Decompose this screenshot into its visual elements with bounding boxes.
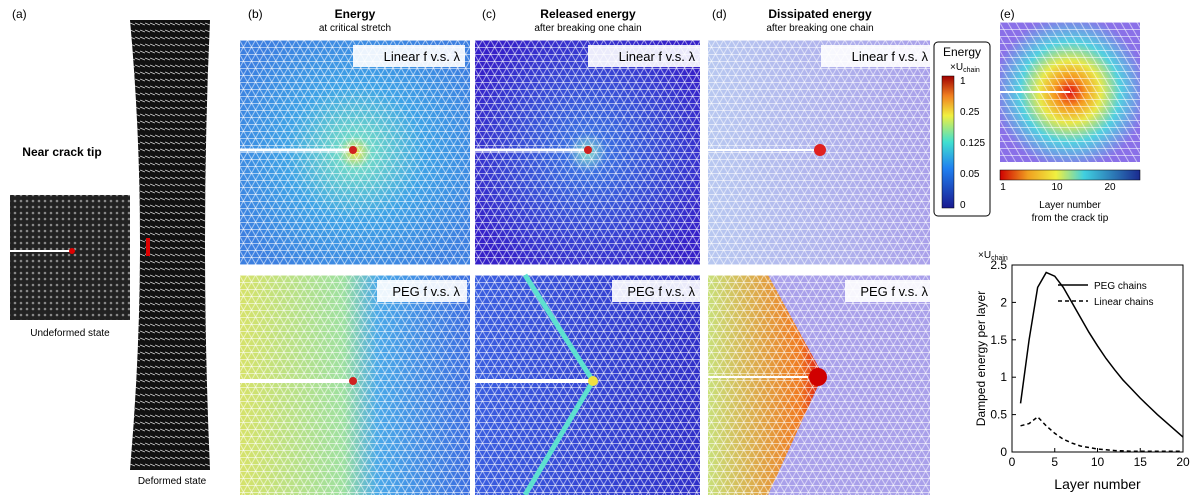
colorbar (942, 76, 954, 208)
panel-label: (e) (1000, 7, 1015, 21)
unit: ×U (950, 62, 963, 73)
panel-label: (a) (12, 7, 27, 21)
colorbar-tick-label: 0.125 (960, 138, 985, 149)
y-tick-label: 1.5 (990, 333, 1007, 347)
column-title: Energy (335, 7, 376, 21)
row-label: Linear f v.s. λ (384, 49, 461, 64)
colorbar-label: Layer number (1039, 200, 1101, 211)
column-subtitle: at critical stretch (319, 23, 391, 34)
y-tick-label: 0.5 (990, 408, 1007, 422)
y-tick-label: 1 (1000, 370, 1007, 384)
crack-tip (146, 238, 150, 256)
colorbar-label: from the crack tip (1032, 213, 1109, 224)
series-line (1021, 417, 1183, 451)
column-subtitle: after breaking one chain (766, 23, 873, 34)
row-label: PEG f v.s. λ (860, 284, 928, 299)
x-tick-label: 15 (1134, 455, 1148, 469)
crack-tip (69, 248, 75, 254)
colorbar-tick-label: 0.25 (960, 107, 980, 118)
x-tick-label: 0 (1009, 455, 1016, 469)
deformed-image (130, 20, 210, 470)
heatmap-c-bottom (475, 275, 705, 495)
row-label: Linear f v.s. λ (852, 49, 929, 64)
x-axis-label: Layer number (1054, 476, 1141, 492)
unit-sub: chain (991, 255, 1008, 262)
column-title: Released energy (540, 7, 636, 21)
colorbar-tick-label: 10 (1051, 182, 1063, 193)
heatmap-b-bottom (240, 275, 470, 495)
y-tick-label: 0 (1000, 445, 1007, 459)
column-title: Dissipated energy (768, 7, 872, 21)
column-subtitle: after breaking one chain (534, 23, 641, 34)
y-tick-label: 2 (1000, 295, 1007, 309)
x-tick-label: 5 (1051, 455, 1058, 469)
panel-label: (b) (248, 7, 263, 21)
x-tick-label: 20 (1176, 455, 1190, 469)
row-label: Linear f v.s. λ (619, 49, 696, 64)
unit-sub: chain (963, 67, 980, 74)
row-label: PEG f v.s. λ (627, 284, 695, 299)
layer-map (1000, 22, 1140, 162)
y-axis-label: Damped energy per layer (974, 291, 988, 426)
colorbar-title: Energy (943, 45, 981, 59)
legend-label: PEG chains (1094, 281, 1147, 292)
y-unit: ×Uchain (978, 250, 1008, 262)
colorbar-tick-label: 0 (960, 200, 966, 211)
layer-colorbar (1000, 170, 1140, 180)
colorbar-tick-label: 20 (1104, 182, 1116, 193)
heatmap-d-top (708, 40, 938, 265)
panel-title: Near crack tip (22, 145, 101, 159)
heatmap-c-top (475, 40, 705, 265)
undeformed-image (10, 195, 130, 320)
panel-label: (c) (482, 7, 496, 21)
heatmap-b-top (240, 40, 470, 265)
panel-a (10, 20, 210, 470)
caption: Deformed state (138, 476, 207, 487)
plot-frame (1012, 265, 1183, 452)
row-label: PEG f v.s. λ (392, 284, 460, 299)
colorbar-tick-label: 0.05 (960, 169, 980, 180)
unit: ×U (978, 250, 991, 261)
legend-label: Linear chains (1094, 297, 1153, 308)
x-tick-label: 10 (1091, 455, 1105, 469)
heatmap-d-bottom (708, 275, 938, 495)
colorbar-tick-label: 1 (960, 76, 966, 87)
caption: Undeformed state (30, 328, 110, 339)
colorbar-tick-label: 1 (1000, 182, 1006, 193)
panel-label: (d) (712, 7, 727, 21)
figure: (a) Near crack tip Undeformed state Defo… (0, 0, 1198, 495)
